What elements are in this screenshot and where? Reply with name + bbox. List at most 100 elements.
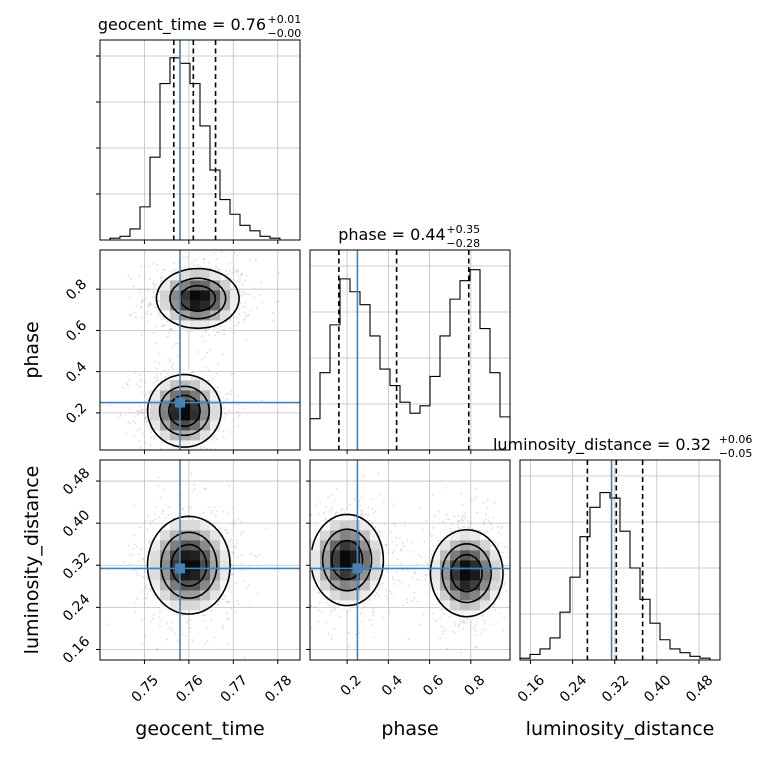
sample-point (141, 591, 143, 593)
sample-point (225, 413, 228, 416)
sample-point (140, 410, 142, 413)
sample-point (155, 373, 158, 376)
sample-point (230, 373, 233, 376)
sample-point (472, 527, 474, 530)
sample-point (393, 523, 396, 525)
sample-point (187, 611, 190, 613)
svg-text:−0.05: −0.05 (719, 447, 753, 460)
density-bin (340, 570, 351, 581)
sample-point (330, 610, 332, 612)
sample-point (315, 504, 318, 507)
sample-point (474, 624, 477, 627)
sample-point (140, 619, 143, 621)
sample-point (393, 583, 396, 585)
sample-point (216, 510, 219, 512)
sample-point (160, 447, 163, 450)
sample-point (237, 274, 240, 277)
sample-point (248, 564, 251, 567)
sample-point (490, 527, 493, 530)
density-bin (220, 280, 231, 291)
density-bin (490, 550, 501, 561)
sample-point (427, 563, 430, 565)
sample-point (457, 625, 460, 628)
density-bin (160, 430, 171, 441)
sample-point (222, 436, 225, 438)
density-bin (230, 290, 241, 301)
sample-point (367, 506, 370, 509)
sample-point (386, 568, 389, 571)
sample-point (273, 553, 275, 555)
density-bin (320, 550, 331, 561)
sample-point (193, 264, 196, 267)
sample-point (160, 276, 163, 279)
density-bin (210, 530, 221, 541)
density-bin (310, 550, 321, 561)
sample-point (149, 303, 152, 306)
sample-point (422, 613, 425, 616)
x-tick-label: 0.6 (420, 672, 447, 699)
sample-point (222, 510, 225, 513)
sample-point (172, 362, 174, 365)
sample-point (490, 544, 493, 547)
sample-point (383, 523, 386, 526)
sample-point (305, 524, 307, 526)
sample-point (135, 466, 137, 468)
sample-point (230, 393, 232, 396)
sample-point (107, 572, 109, 574)
sample-point (245, 274, 248, 277)
sample-point (418, 579, 421, 582)
sample-point (136, 429, 139, 432)
sample-point (367, 513, 370, 516)
sample-point (414, 571, 416, 574)
sample-point (330, 638, 333, 640)
sample-point (128, 378, 131, 381)
sample-point (460, 520, 462, 522)
sample-point (205, 626, 208, 629)
sample-point (336, 511, 339, 514)
density-bin (170, 390, 181, 401)
sample-point (212, 522, 215, 525)
sample-point (226, 618, 229, 621)
sample-point (398, 580, 400, 582)
panel-frame (519, 459, 721, 661)
sample-point (209, 453, 211, 455)
sample-point (227, 643, 230, 645)
density-bin (180, 440, 191, 450)
sample-point (497, 542, 500, 545)
sample-point (171, 328, 173, 330)
sample-point (225, 321, 228, 323)
sample-point (127, 544, 130, 547)
density-bin (480, 600, 491, 611)
sample-point (206, 447, 209, 450)
sample-point (200, 370, 203, 372)
density-bin (160, 410, 171, 421)
sample-point (154, 284, 157, 287)
sample-point (223, 528, 226, 531)
sample-point (471, 670, 473, 672)
sample-point (140, 301, 143, 304)
sample-point (498, 531, 500, 534)
sample-point (236, 410, 239, 413)
sample-point (129, 314, 131, 317)
sample-point (221, 627, 224, 629)
sample-point (153, 376, 156, 378)
panel-frame (309, 249, 511, 451)
truth-marker (352, 563, 363, 574)
sample-point (194, 378, 197, 381)
sample-point (127, 275, 130, 278)
density-bin (200, 410, 211, 421)
sample-point (256, 307, 259, 310)
svg-text:+0.35: +0.35 (446, 223, 480, 236)
sample-point (193, 484, 196, 486)
sample-point (136, 597, 139, 600)
x-tick-label: 0.78 (262, 672, 295, 705)
sample-point (203, 614, 206, 617)
sample-point (310, 605, 313, 607)
sample-point (158, 516, 160, 518)
density-panel-luminosity_distance_vs_phase (273, 459, 511, 672)
sample-point (154, 506, 157, 508)
density-bin (480, 580, 491, 591)
density-bin (190, 390, 201, 401)
sample-point (297, 589, 299, 591)
